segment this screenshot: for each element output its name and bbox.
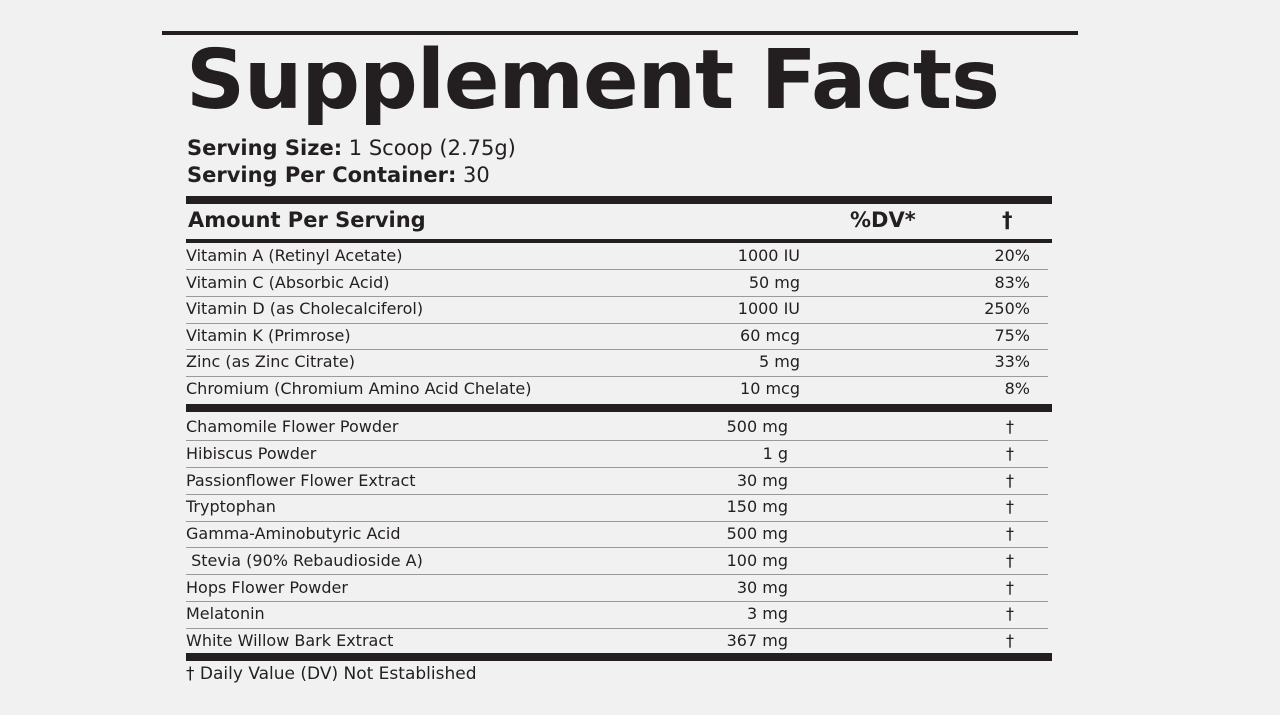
row-separator [186, 349, 1048, 350]
daily-value: 20% [994, 246, 1030, 265]
daily-value: 8% [1004, 379, 1030, 398]
ingredient-name: Stevia (90% Rebaudioside A) [186, 550, 423, 570]
daily-value: 75% [994, 325, 1030, 345]
ingredient-name: Vitamin C (Absorbic Acid) [186, 272, 390, 292]
row-separator [186, 269, 1048, 270]
row-separator [186, 628, 1048, 629]
ingredient-name: Zinc (as Zinc Citrate) [186, 352, 355, 372]
amount: 60 mcg [740, 325, 800, 345]
serving-size: Serving Size: 1 Scoop (2.75g) [187, 138, 516, 159]
top-rule [162, 31, 1078, 35]
amount: 3 mg [746, 604, 788, 624]
ingredient-name: Gamma-Aminobutyric Acid [186, 524, 401, 543]
daily-value: † [1006, 470, 1014, 490]
label: Serving Per Container: [187, 163, 457, 187]
ingredient-name: Tryptophan [186, 497, 276, 517]
column-header: † [1002, 208, 1013, 232]
footnote: † Daily Value (DV) Not Established [186, 664, 477, 684]
amount: 5 mg [758, 352, 800, 372]
amount: 100 mg [726, 550, 788, 570]
row-separator [186, 547, 1048, 548]
ingredient-name: Vitamin D (as Cholecalciferol) [186, 299, 424, 319]
row-separator [186, 376, 1048, 377]
daily-value: † [1006, 604, 1014, 624]
amount: 30 mg [736, 470, 788, 490]
amount: 500 mg [726, 417, 788, 436]
amount: 500 mg [726, 524, 788, 543]
column-header: %DV* [850, 208, 916, 232]
row-separator [186, 494, 1048, 495]
ingredient-name: Passionflower Flower Extract [186, 470, 416, 490]
title: Supplement Facts [186, 33, 1000, 128]
daily-value: † [1006, 631, 1014, 650]
ingredient-name: Chamomile Flower Powder [186, 417, 399, 436]
row-separator [186, 323, 1048, 324]
daily-value: † [1006, 550, 1014, 570]
daily-value: † [1006, 524, 1014, 543]
daily-value: 33% [994, 352, 1030, 372]
row-separator [186, 521, 1048, 522]
ingredient-name: Chromium (Chromium Amino Acid Chelate) [186, 379, 532, 398]
rule [186, 404, 1052, 412]
rule [186, 196, 1052, 204]
ingredient-name: Hibiscus Powder [186, 443, 317, 463]
value: 1 Scoop (2.75g) [348, 136, 516, 160]
label: Serving Size: [187, 136, 343, 160]
row-separator [186, 467, 1048, 468]
ingredient-name: Hops Flower Powder [186, 577, 348, 597]
rule [186, 239, 1052, 243]
daily-value: † [1006, 577, 1014, 597]
servings: Serving Per Container: 30 [187, 165, 490, 186]
daily-value: 83% [994, 272, 1030, 292]
column-header: Amount Per Serving [188, 208, 426, 232]
rule [186, 653, 1052, 661]
ingredient-name: White Willow Bark Extract [186, 631, 394, 650]
amount: 1000 IU [737, 246, 800, 265]
row-separator [186, 296, 1048, 297]
amount: 10 mcg [740, 379, 800, 398]
daily-value: † [1006, 443, 1014, 463]
daily-value: † [1006, 417, 1014, 436]
ingredient-name: Melatonin [186, 604, 265, 624]
daily-value: 250% [984, 299, 1030, 319]
amount: 1 g [762, 443, 788, 463]
row-separator [186, 574, 1048, 575]
row-separator [186, 601, 1048, 602]
ingredient-name: Vitamin K (Primrose) [186, 325, 351, 345]
amount: 367 mg [726, 631, 788, 650]
amount: 1000 IU [737, 299, 800, 319]
amount: 150 mg [726, 497, 788, 517]
daily-value: † [1006, 497, 1014, 517]
row-separator [186, 440, 1048, 441]
ingredient-name: Vitamin A (Retinyl Acetate) [186, 246, 403, 265]
value: 30 [463, 163, 490, 187]
amount: 30 mg [736, 577, 788, 597]
amount: 50 mg [748, 272, 800, 292]
